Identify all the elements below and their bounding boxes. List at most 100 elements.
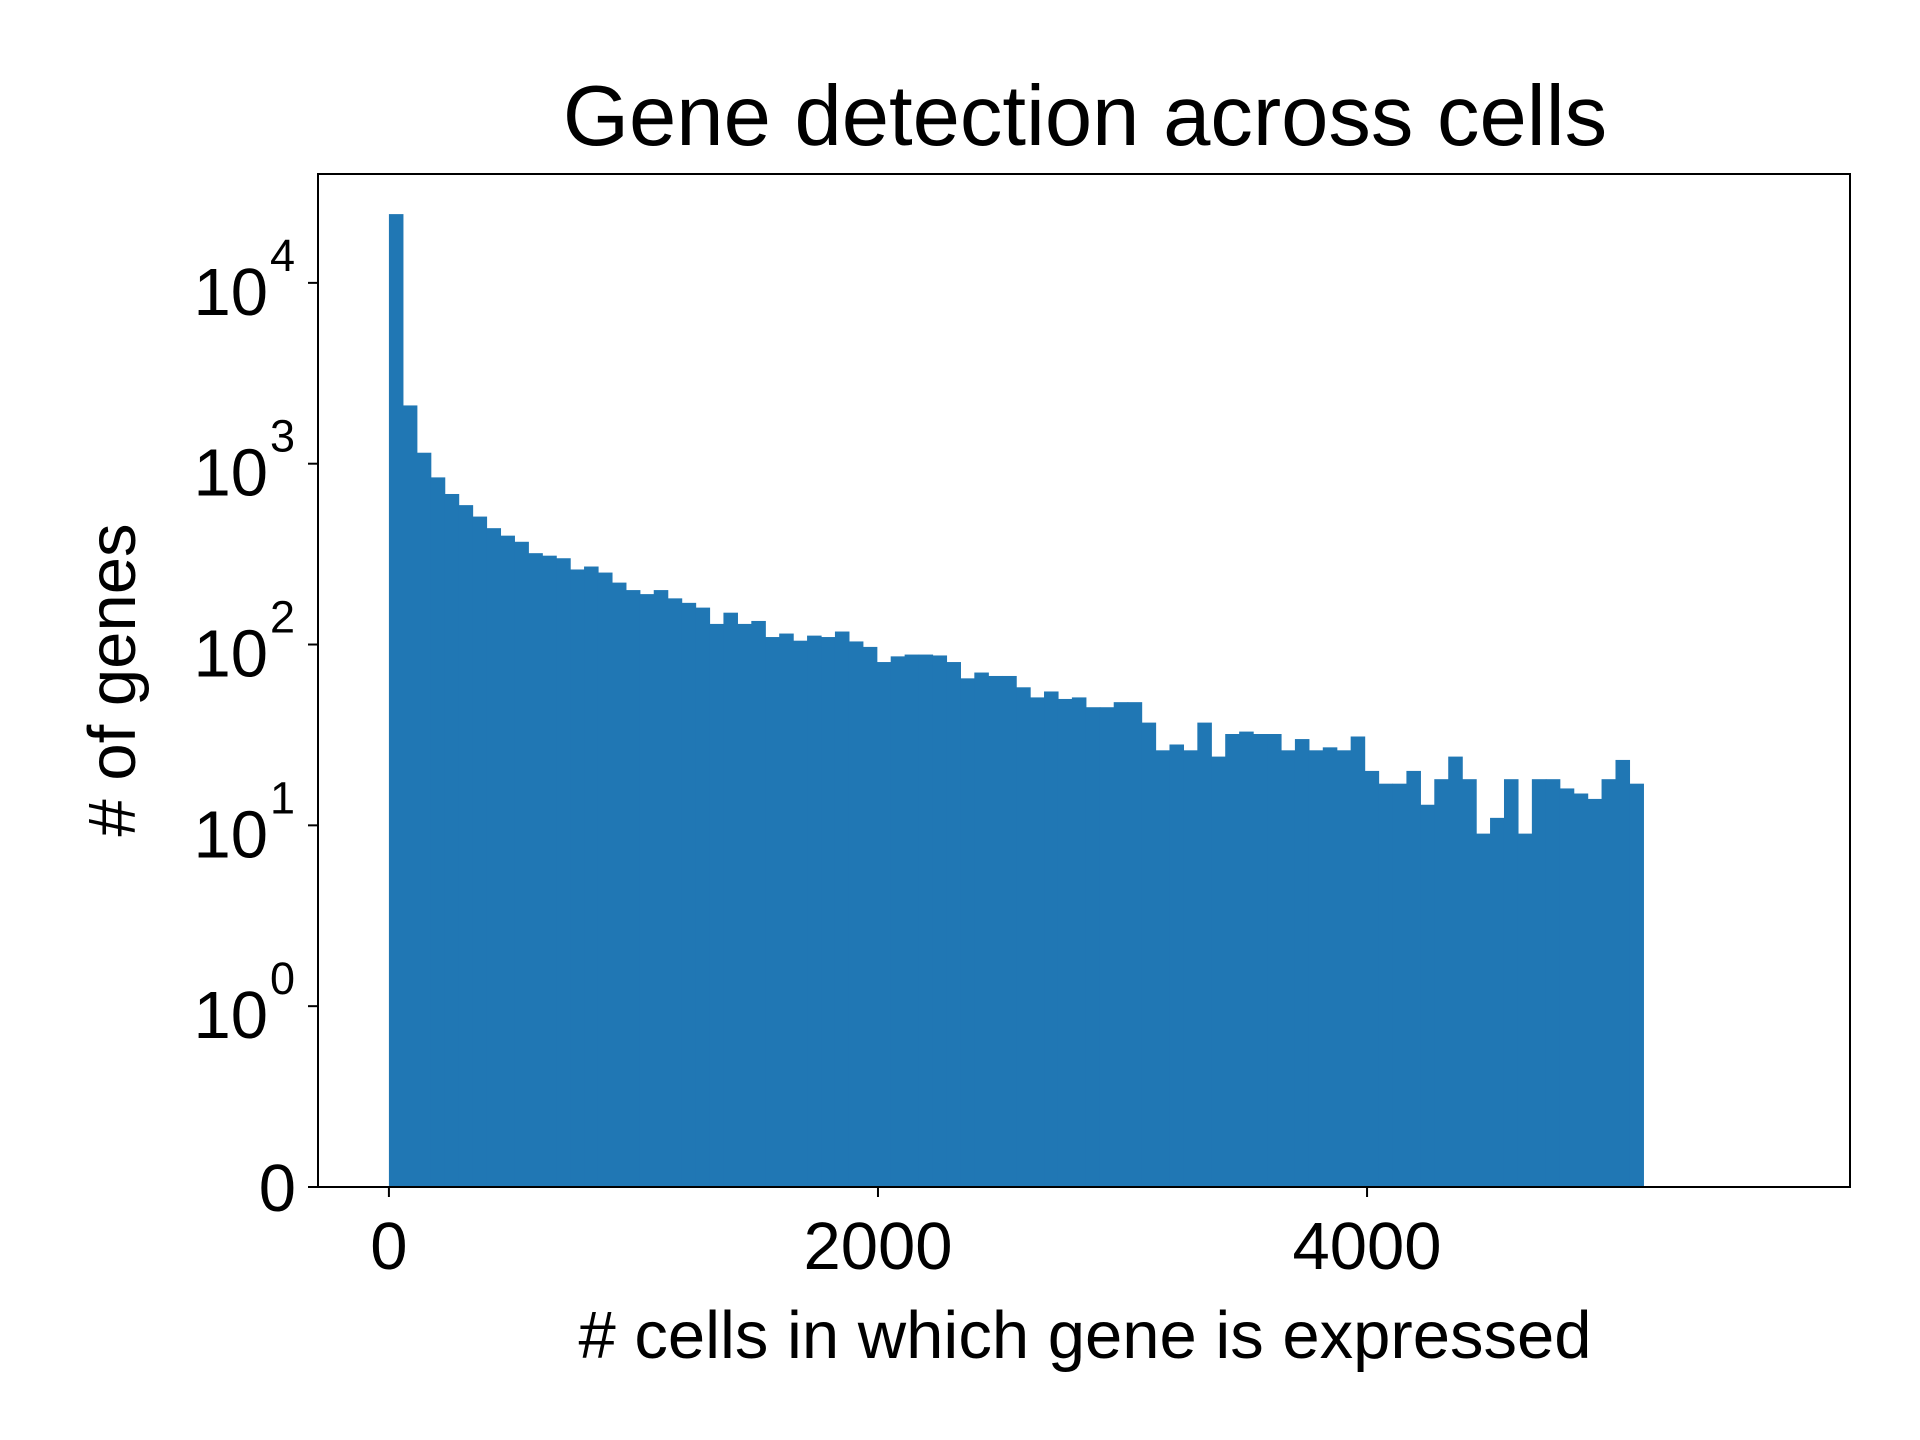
histogram-bar (625, 590, 641, 1187)
histogram-bar (793, 640, 808, 1187)
histogram-bar (416, 452, 432, 1187)
histogram-bar (542, 555, 557, 1187)
histogram-bar (570, 569, 585, 1187)
histogram-bar (974, 672, 989, 1187)
histogram-bar (458, 505, 474, 1188)
histogram-bar (1044, 691, 1059, 1187)
histogram-bar (876, 662, 892, 1187)
histogram-bar (1127, 702, 1143, 1187)
histogram-bar (1239, 731, 1254, 1187)
histogram-bar (611, 582, 627, 1187)
histogram-bar (681, 602, 697, 1187)
histogram-bar (486, 528, 502, 1187)
histogram-bar (472, 516, 488, 1187)
x-tick-label: 2000 (803, 1209, 952, 1284)
histogram-bar (584, 566, 599, 1187)
histogram-bar (402, 405, 418, 1187)
histogram-bar (918, 654, 934, 1187)
histogram-bar (1531, 779, 1547, 1187)
histogram-bar (1350, 736, 1366, 1187)
histogram-bar (960, 678, 975, 1187)
histogram-bar (890, 656, 906, 1187)
histogram-bar (1308, 750, 1324, 1187)
histogram-bar (556, 558, 571, 1187)
histogram-bar (1364, 770, 1380, 1187)
histogram-bar (1406, 770, 1421, 1187)
y-tick-label: 10 (193, 797, 268, 872)
histogram-bar (597, 572, 613, 1187)
histogram-bar (1615, 759, 1631, 1187)
histogram-bar (751, 620, 766, 1187)
histogram-bar (1559, 788, 1575, 1187)
y-axis-label: # of genes (75, 524, 150, 837)
histogram-bar (1267, 734, 1282, 1187)
histogram-bar (514, 541, 529, 1187)
histogram-bar (1392, 783, 1408, 1187)
y-tick-label: 10 (193, 255, 268, 330)
histogram-bar (1462, 779, 1477, 1187)
histogram-bar (765, 637, 780, 1187)
histogram-bar (1378, 783, 1394, 1187)
histogram-bar (500, 535, 515, 1187)
histogram-bar (723, 612, 738, 1187)
histogram-bar (779, 633, 794, 1187)
histogram-bar (946, 662, 961, 1187)
histogram-bar (1448, 756, 1463, 1187)
y-tick-label: 0 (259, 1151, 296, 1226)
y-tick-exponent: 0 (270, 953, 295, 1004)
histogram-bar (1490, 817, 1505, 1187)
histogram-bar (1197, 722, 1212, 1187)
histogram-bar (1071, 697, 1087, 1187)
histogram-bar (639, 594, 655, 1187)
histogram-bar (848, 641, 864, 1187)
y-tick-label: 10 (193, 436, 268, 511)
histogram-bar (528, 553, 543, 1187)
histogram-bar (430, 477, 446, 1187)
histogram-bar (1336, 750, 1352, 1187)
histogram-bar (1113, 702, 1129, 1187)
histogram-bar (1211, 756, 1226, 1187)
y-tick-exponent: 4 (270, 230, 295, 281)
bars-group (388, 214, 1644, 1188)
histogram-bar (1601, 779, 1617, 1187)
histogram-bar (1434, 779, 1449, 1187)
y-tick-label: 10 (193, 617, 268, 692)
plot-frame (317, 173, 1851, 1188)
histogram-bar (1545, 779, 1561, 1187)
histogram-bar (1225, 734, 1240, 1187)
histogram-bar (388, 214, 404, 1188)
histogram-bar (1629, 783, 1644, 1187)
histogram-bar (862, 646, 878, 1187)
histogram-bar (1517, 833, 1533, 1187)
histogram-bar (834, 631, 850, 1187)
histogram-bar (807, 635, 822, 1187)
histogram-bar (1294, 739, 1310, 1187)
x-tick-label: 4000 (1293, 1209, 1442, 1284)
histogram-bar (1503, 779, 1519, 1187)
histogram-bar (737, 623, 752, 1187)
histogram-bar (1155, 750, 1171, 1187)
histogram-bar (1030, 697, 1045, 1187)
histogram-bar (904, 654, 920, 1187)
histogram-bar (932, 655, 948, 1187)
histogram-bar (444, 493, 460, 1187)
histogram-bar (1169, 744, 1185, 1187)
y-tick-exponent: 2 (270, 592, 295, 643)
x-tick-label: 0 (370, 1209, 407, 1284)
y-tick-label: 10 (193, 978, 268, 1053)
histogram-bar (1141, 722, 1157, 1187)
histogram-bar (1280, 750, 1296, 1187)
y-tick-exponent: 3 (270, 411, 295, 462)
histogram-bar (1573, 793, 1589, 1187)
histogram-bar (1057, 698, 1073, 1187)
histogram-bar (1322, 747, 1338, 1187)
histogram-bar (667, 598, 683, 1187)
histogram-bar (653, 590, 669, 1187)
histogram-bar (1085, 707, 1101, 1187)
histogram-bar (1253, 734, 1268, 1187)
histogram-bar (988, 675, 1003, 1187)
x-axis-label: # cells in which gene is expressed (579, 1298, 1592, 1373)
x-axis-ticks: 0 2000 4000 (370, 1187, 1442, 1284)
